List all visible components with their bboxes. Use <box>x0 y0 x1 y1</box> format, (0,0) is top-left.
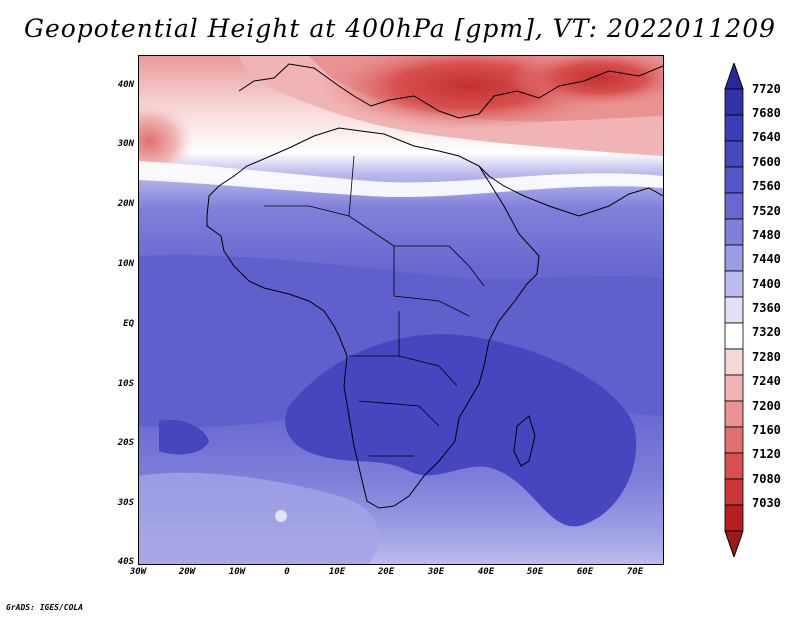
lon-tick: 20W <box>178 567 196 577</box>
lat-tick: 30N <box>117 139 134 149</box>
colorbar-swatch <box>724 504 744 532</box>
colorbar-swatch <box>724 452 744 480</box>
colorbar-label: 7680 <box>752 106 781 120</box>
colorbar-label: 7160 <box>752 423 781 437</box>
colorbar-label: 7120 <box>752 447 781 461</box>
lon-tick: 70E <box>626 567 644 577</box>
colorbar-label: 7720 <box>752 82 781 96</box>
colorbar-swatch <box>724 166 744 194</box>
colorbar-label: 7400 <box>752 277 781 291</box>
lat-tick: 10S <box>117 379 134 389</box>
lon-tick: 60E <box>576 567 594 577</box>
lon-tick: 10W <box>228 567 246 577</box>
colorbar-swatch <box>724 192 744 220</box>
colorbar-swatch <box>724 322 744 350</box>
lat-tick: 10N <box>117 259 134 269</box>
colorbar-swatch <box>724 270 744 298</box>
colorbar-top-arrow <box>724 63 744 90</box>
lat-tick: 30S <box>117 498 134 508</box>
colorbar-label: 7080 <box>752 472 781 486</box>
colorbar-label: 7320 <box>752 325 781 339</box>
colorbar-label: 7600 <box>752 155 781 169</box>
colorbar-label: 7200 <box>752 399 781 413</box>
colorbar-label: 7280 <box>752 350 781 364</box>
colorbar-bottom-arrow <box>724 530 744 557</box>
map-panel <box>138 55 664 565</box>
colorbar-label: 7440 <box>752 252 781 266</box>
colorbar-label: 7030 <box>752 496 781 510</box>
lat-tick: 40S <box>117 557 134 567</box>
lon-tick: 30W <box>129 567 147 577</box>
lat-tick: 20N <box>117 199 134 209</box>
colorbar-swatch <box>724 374 744 402</box>
colorbar-swatch <box>724 88 744 116</box>
colorbar-label: 7360 <box>752 301 781 315</box>
lon-tick: 40E <box>477 567 495 577</box>
colorbar-swatch <box>724 114 744 142</box>
lon-tick: 50E <box>526 567 544 577</box>
contour-map <box>139 56 663 564</box>
lat-tick: EQ <box>123 319 134 329</box>
colorbar-label: 7640 <box>752 130 781 144</box>
lon-tick: 20E <box>377 567 395 577</box>
colorbar <box>724 63 744 557</box>
colorbar-swatch <box>724 140 744 168</box>
colorbar-swatch <box>724 400 744 428</box>
lon-tick: 30E <box>427 567 445 577</box>
colorbar-label: 7560 <box>752 179 781 193</box>
colorbar-label: 7520 <box>752 204 781 218</box>
lon-tick: 10E <box>328 567 346 577</box>
colorbar-swatch <box>724 426 744 454</box>
lat-tick: 40N <box>117 80 134 90</box>
colorbar-swatch <box>724 296 744 324</box>
lon-tick: 0 <box>284 567 290 577</box>
chart-title: Geopotential Height at 400hPa [gpm], VT:… <box>23 14 777 43</box>
colorbar-label: 7480 <box>752 228 781 242</box>
colorbar-swatch <box>724 478 744 506</box>
colorbar-swatch <box>724 218 744 246</box>
grads-credit: GrADS: IGES/COLA <box>6 603 84 612</box>
colorbar-swatch <box>724 348 744 376</box>
colorbar-swatches <box>724 88 744 532</box>
colorbar-swatch <box>724 244 744 272</box>
colorbar-label: 7240 <box>752 374 781 388</box>
lat-tick: 20S <box>117 438 134 448</box>
